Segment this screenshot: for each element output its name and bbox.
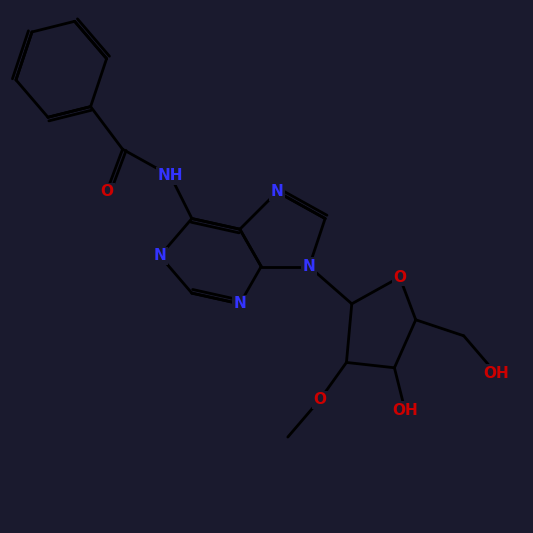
Text: N: N xyxy=(271,184,284,199)
Text: NH: NH xyxy=(158,168,183,183)
Text: N: N xyxy=(233,296,246,311)
Text: OH: OH xyxy=(392,403,418,418)
Text: O: O xyxy=(393,270,406,285)
Text: OH: OH xyxy=(483,366,508,381)
Text: O: O xyxy=(313,392,326,407)
Text: N: N xyxy=(154,248,166,263)
Text: O: O xyxy=(100,184,113,199)
Text: N: N xyxy=(303,259,316,274)
